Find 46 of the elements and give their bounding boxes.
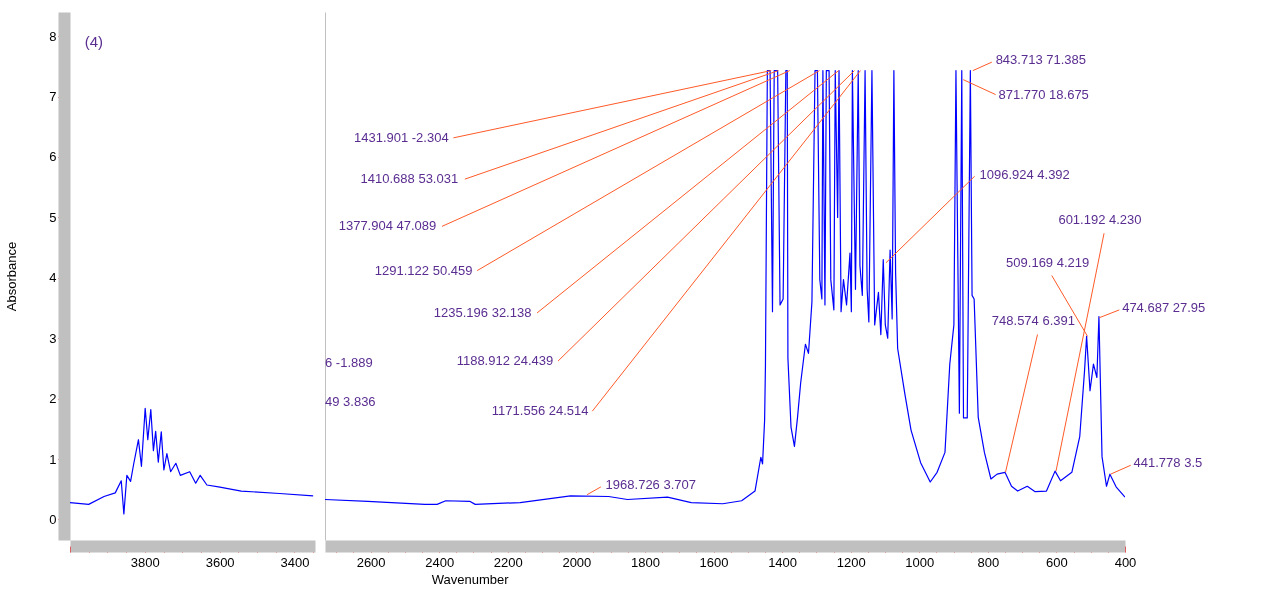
annotation: 509.169 4.219 (1006, 254, 1090, 270)
annotation: 1410.688 53.031 (360, 171, 459, 187)
x-tick-label: 2600 (356, 554, 386, 570)
x-tick-label: 3600 (205, 554, 235, 570)
x-tick-label: 1800 (630, 554, 660, 570)
annotation: 49 3.836 (325, 394, 376, 410)
annotation: 474.687 27.95 (1122, 299, 1206, 315)
y-tick-label: 3 (49, 330, 57, 346)
annotation: 1968.726 3.707 (605, 476, 696, 492)
y-tick-label: 7 (49, 89, 57, 105)
y-tick-label: 1 (49, 451, 57, 467)
x-tick-label: 1200 (836, 554, 866, 570)
annotation: 1431.901 -2.304 (353, 129, 449, 145)
annotation: 441.778 3.5 (1133, 455, 1203, 471)
x-tick-label: 2400 (425, 554, 455, 570)
y-tick-label: 2 (49, 391, 57, 407)
x-tick-label: 1600 (699, 554, 729, 570)
annotation: 1171.556 24.514 (491, 403, 589, 419)
annotation: 748.574 6.391 (991, 312, 1075, 328)
annotation: 1377.904 47.089 (338, 218, 437, 234)
annotation: 1235.196 32.138 (433, 304, 532, 320)
annotation: 871.770 18.675 (998, 86, 1089, 102)
annotation: 1188.912 24.439 (456, 353, 554, 369)
annotation: 1291.122 50.459 (374, 262, 473, 278)
y-tick-label: 6 (49, 149, 57, 165)
y-tick-label: 4 (49, 270, 57, 286)
x-tick-label: 3400 (280, 554, 310, 570)
x-axis-title: Wavenumber (431, 571, 510, 587)
annotation: 843.713 71.385 (995, 52, 1087, 68)
x-tick-label: 2000 (562, 554, 592, 570)
annotation: (4) (84, 33, 104, 51)
line-series (70, 407, 314, 515)
x-tick-label: 600 (1046, 554, 1068, 570)
x-tick-label: 800 (977, 554, 1000, 570)
y-tick-label: 0 (49, 511, 57, 527)
y-axis-title: Absorbance (4, 241, 20, 312)
x-tick-label: 400 (1114, 554, 1137, 570)
x-tick-label: 3800 (130, 554, 160, 570)
annotation: 6 -1.889 (325, 355, 373, 371)
x-tick-label: 1400 (768, 554, 798, 570)
y-tick-label: 5 (49, 209, 57, 225)
annotation: 1096.924 4.392 (979, 167, 1070, 183)
y-tick-label: 8 (49, 28, 57, 44)
annotation: 601.192 4.230 (1058, 212, 1142, 228)
x-tick-label: 1000 (905, 554, 935, 570)
x-tick-label: 2200 (493, 554, 523, 570)
